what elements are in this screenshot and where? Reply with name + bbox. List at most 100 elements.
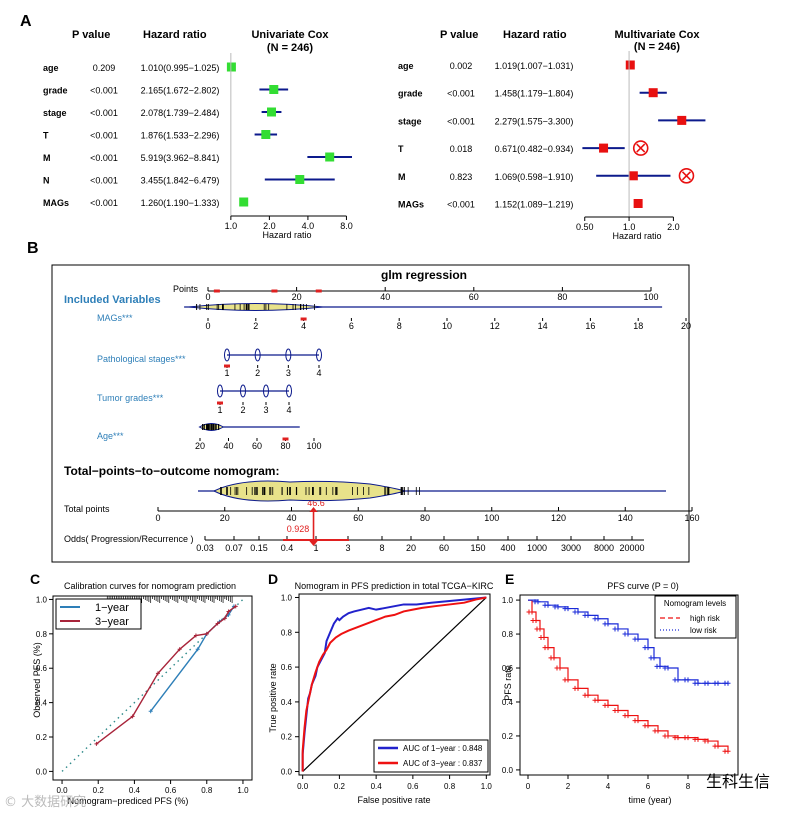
forest_multi-row-pvalue: 0.018 — [450, 144, 473, 154]
calibration-x-tick-label: 0.2 — [93, 786, 105, 795]
calibration-legend-label: 1−year — [95, 602, 129, 614]
forest_multi-row-pvalue: 0.823 — [450, 172, 473, 182]
calibration-x-tick-label: 0.0 — [56, 786, 68, 795]
forest_uni-row-pvalue: <0.001 — [90, 176, 118, 186]
forest_multi-row-hr-text: 0.671(0.482−0.934) — [495, 144, 574, 154]
forest_multi-point-marker — [677, 116, 686, 125]
variable-tick-label: 80 — [280, 441, 290, 451]
roc-legend-label: AUC of 1−year : 0.848 — [403, 744, 483, 753]
km-y-tick-label: 0.0 — [502, 766, 514, 775]
calibration-y-tick-label: 1.0 — [36, 595, 48, 604]
calibration-x-tick-label: 1.0 — [237, 786, 249, 795]
km-censor-mark — [563, 677, 568, 682]
km-censor-mark — [649, 655, 654, 660]
km-censor-mark — [723, 749, 728, 754]
total-points-tick-label: 100 — [484, 513, 499, 523]
km-censor-mark — [693, 681, 698, 686]
points-tick-label: 100 — [643, 292, 658, 302]
km-censor-mark — [643, 645, 648, 650]
forest-plot-univariate: P value Hazard ratio Univariate Cox (N =… — [43, 29, 353, 240]
uni-header-hazard: Hazard ratio — [143, 29, 207, 41]
forest_multi-row-name: stage — [398, 116, 422, 126]
km-censor-mark — [655, 664, 660, 669]
total-points-tick-label: 60 — [353, 513, 363, 523]
forest_uni-row-pvalue: <0.001 — [90, 153, 118, 163]
points-tick-label: 40 — [380, 292, 390, 302]
forest_multi-point-marker — [634, 199, 643, 208]
forest_uni-row-name: N — [43, 176, 50, 186]
roc-y-tick-label: 0.8 — [281, 628, 293, 637]
forest_multi-row-name: MAGs — [398, 200, 424, 210]
multi-header-pvalue: P value — [440, 29, 478, 41]
roc-title: Nomogram in PFS prediction in total TCGA… — [295, 581, 494, 591]
forest_uni-point-marker — [239, 198, 248, 207]
forest_multi-row-name: grade — [398, 89, 423, 99]
forest_multi-row-pvalue: <0.001 — [447, 89, 475, 99]
forest_multi-row-hr-text: 1.019(1.007−1.031) — [495, 61, 574, 71]
multi-header-hazard: Hazard ratio — [503, 29, 567, 41]
points-tick-label: 20 — [292, 292, 302, 302]
km-legend-title: Nomogram levels — [664, 599, 726, 608]
uni-axis-label: Hazard ratio — [262, 230, 311, 240]
panel-label-a: A — [20, 13, 32, 30]
forest_uni-tick-label: 8.0 — [340, 221, 353, 231]
total-points-tick-label: 120 — [551, 513, 566, 523]
panel-label-e: E — [505, 571, 514, 587]
forest_multi-row-pvalue: 0.002 — [450, 61, 473, 71]
multi-axis-label: Hazard ratio — [612, 231, 661, 241]
odds-tick-label: 8 — [379, 543, 384, 553]
forest_uni-point-marker — [269, 85, 278, 94]
panel-a: A P value Hazard ratio Univariate Cox (N… — [20, 13, 705, 241]
panel-label-c: C — [30, 571, 40, 587]
roc-y-tick-label: 0.4 — [281, 698, 293, 707]
forest_uni-tick-label: 1.0 — [225, 221, 238, 231]
forest_uni-row-name: age — [43, 63, 59, 73]
km-censor-mark — [603, 703, 608, 708]
km-censor-mark — [593, 698, 598, 703]
forest_multi-excluded-cross-icon — [682, 172, 690, 180]
watermark-right: 生科生信 — [706, 773, 770, 791]
km-censor-mark — [549, 655, 554, 660]
odds-tick-label: 150 — [470, 543, 485, 553]
total-points-tick-label: 80 — [420, 513, 430, 523]
km-x-tick-label: 8 — [686, 782, 691, 791]
total-points-tick-label: 140 — [618, 513, 633, 523]
forest_multi-row-hr-text: 1.152(1.089−1.219) — [495, 200, 574, 210]
forest_uni-row-pvalue: <0.001 — [90, 198, 118, 208]
forest_multi-point-marker — [629, 171, 638, 180]
km-y-tick-label: 0.2 — [502, 732, 514, 741]
odds-tick-label: 3000 — [561, 543, 581, 553]
odds-tick-label: 0.4 — [281, 543, 294, 553]
forest_multi-row-pvalue: <0.001 — [447, 116, 475, 126]
forest_multi-tick-label: 2.0 — [667, 222, 680, 232]
variable-tick-label: 20 — [195, 441, 205, 451]
total-points-tick-label: 20 — [220, 513, 230, 523]
forest_uni-row-pvalue: 0.209 — [93, 63, 116, 73]
odds-tick-label: 0.03 — [196, 543, 214, 553]
km-censor-mark — [573, 609, 578, 614]
km-censor-mark — [633, 637, 638, 642]
uni-header-pvalue: P value — [72, 29, 110, 41]
variable-label-age: Age*** — [97, 431, 124, 441]
panel-b: B glm regression Points Included Variabl… — [27, 240, 700, 562]
km-censor-mark — [543, 603, 548, 608]
variable-tick-label: 12 — [490, 321, 500, 331]
km-x-tick-label: 2 — [566, 782, 571, 791]
forest_uni-row-name: T — [43, 131, 49, 141]
odds-value: 0.928 — [287, 524, 310, 534]
variable-label-stage: Pathological stages*** — [97, 354, 186, 364]
km-censor-mark — [653, 728, 658, 733]
forest_multi-excluded-cross-icon — [637, 144, 645, 152]
km-censor-mark — [555, 666, 560, 671]
odds-tick-label: 60 — [439, 543, 449, 553]
forest_multi-row-pvalue: <0.001 — [447, 200, 475, 210]
km-censor-mark — [633, 718, 638, 723]
forest_uni-row-hr-text: 2.165(1.672−2.802) — [141, 86, 220, 96]
included-variables-label: Included Variables — [64, 294, 161, 306]
forest_uni-row-name: MAGs — [43, 198, 69, 208]
points-label: Points — [173, 284, 199, 294]
km-censor-mark — [603, 621, 608, 626]
variable-tick-label: 16 — [585, 321, 595, 331]
calibration-title: Calibration curves for nomogram predicti… — [64, 581, 236, 591]
odds-tick-label: 8000 — [594, 543, 614, 553]
